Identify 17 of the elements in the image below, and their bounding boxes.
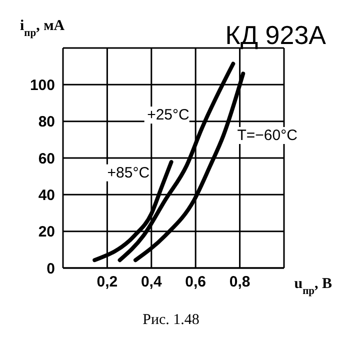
- y-tick-label: 60: [38, 150, 55, 168]
- x-tick-label: 0,4: [140, 274, 162, 291]
- x-tick-label: 0,6: [185, 274, 206, 291]
- y-tick-label: 0: [46, 260, 55, 278]
- y-tick-label: 20: [38, 224, 55, 241]
- text: Рис. 1.48: [142, 312, 200, 329]
- y-tick-label: 100: [30, 76, 55, 94]
- x-tick-label: 0,2: [96, 274, 118, 291]
- x-tick-label: 0,8: [229, 274, 250, 291]
- y-tick-label: 40: [38, 186, 55, 204]
- chart-title: КД 923А: [225, 20, 327, 50]
- y-axis-title: i$_{пр}$, мА: [20, 18, 65, 38]
- series-label: +85°C: [107, 164, 150, 182]
- x-axis-title: u$_{пр}$, В: [294, 276, 332, 296]
- y-tick-label: 80: [38, 114, 55, 131]
- series-label: T=−60°C: [237, 127, 298, 144]
- series-label: +25°C: [147, 106, 190, 124]
